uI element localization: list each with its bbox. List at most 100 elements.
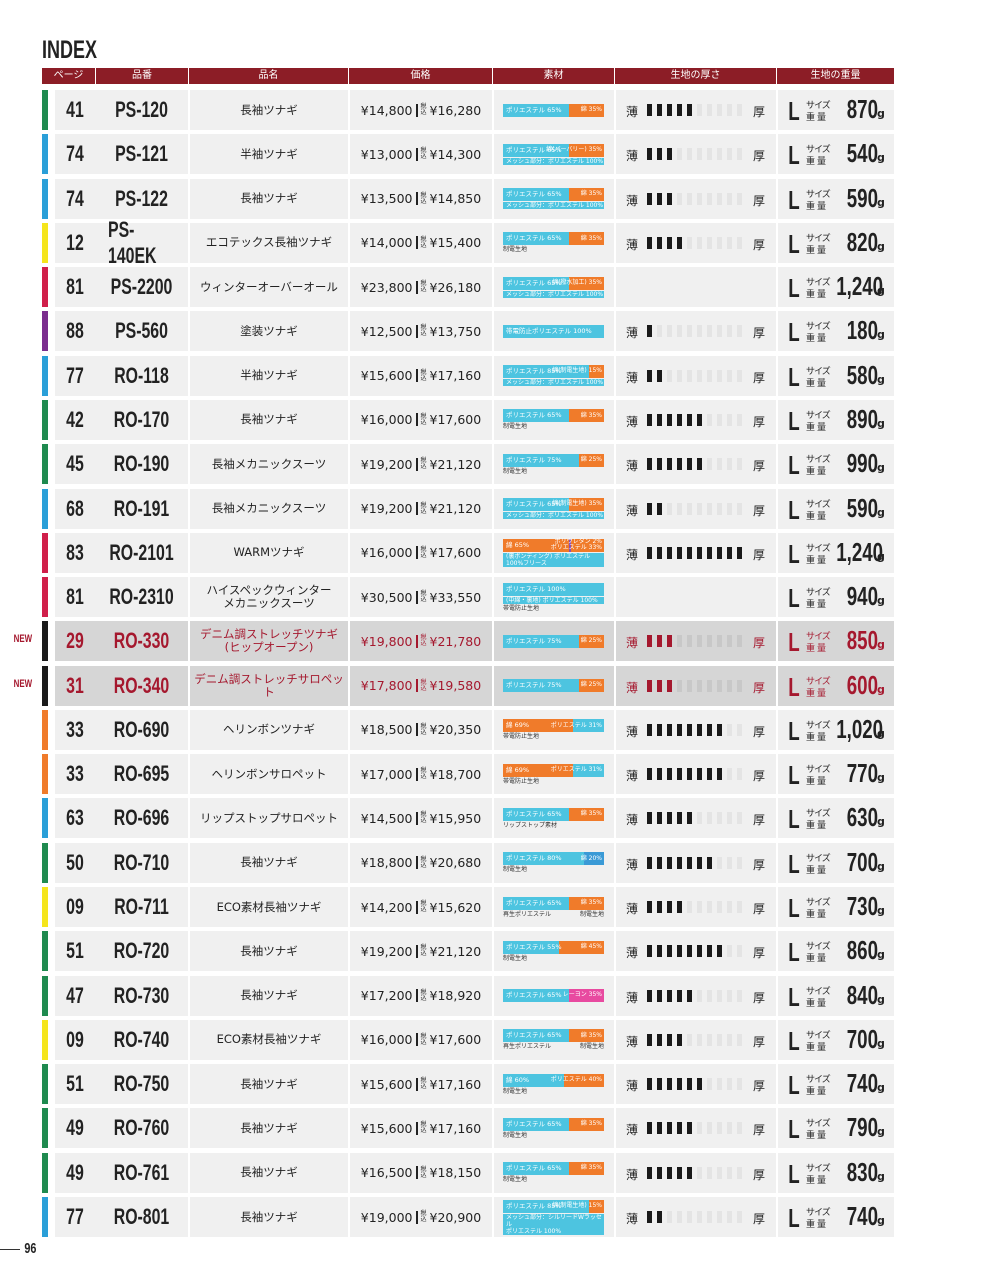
material-bar: ポリエステル 75% 綿 25%: [503, 453, 604, 467]
thick-label: 厚: [753, 1034, 766, 1049]
size-label: サイズ: [806, 101, 831, 111]
thickness-slot: [647, 148, 652, 161]
material-label-group: ポリエステル 40%: [551, 1074, 602, 1087]
thickness-slot: [717, 104, 722, 116]
product-name: 長袖ツナギ: [240, 412, 298, 427]
page-ref: 42: [66, 406, 84, 432]
column-divider: [776, 1152, 778, 1193]
product-name: ECO素材長袖ツナギ: [216, 1032, 322, 1047]
thickness-slot: [727, 1078, 732, 1091]
size: L: [788, 760, 800, 791]
thickness-gauge: [647, 458, 747, 471]
material-segment: [572, 763, 604, 777]
column-divider: [776, 399, 778, 440]
material-labels: ポリエステル 85% 綿(制電生地) 15%: [503, 365, 604, 378]
thickness-slot: [667, 635, 672, 648]
column-divider: [776, 532, 778, 573]
column-divider: [614, 532, 616, 573]
thickness-slot: [727, 635, 732, 648]
material-labels: ポリエステル 55% 綿 45%: [503, 941, 604, 954]
size-label: サイズ: [806, 499, 831, 510]
row-bg: [55, 444, 894, 485]
thickness-slot: [677, 369, 682, 382]
column-divider: [348, 444, 350, 485]
material-segment: [558, 940, 604, 954]
tax-price: ¥17,600: [429, 412, 482, 428]
weight: 580: [846, 359, 878, 390]
thickness-slot: [647, 635, 652, 648]
thickness-gauge: [647, 325, 747, 338]
product-code: RO-170: [113, 406, 170, 432]
column-divider: [348, 931, 350, 972]
column-header: 生地の厚さ: [614, 68, 776, 84]
thickness-gauge: [647, 1122, 747, 1135]
material-label: ポリエステル 31%: [550, 721, 602, 729]
thickness-slot: [737, 1166, 742, 1179]
weight-label: 重量: [806, 1042, 829, 1053]
material-segment: [503, 409, 569, 423]
material-labels: ポリエステル 65% 綿 35%: [503, 1118, 604, 1131]
thickness-slot: [647, 104, 652, 116]
material-segment: [503, 989, 569, 1003]
product-name: 長袖ツナギ: [240, 191, 298, 206]
material-cell: 綿 69% ポリエステル 31% 帯電防止生地: [503, 754, 604, 794]
thickness-gauge: [647, 1033, 747, 1046]
material-label: 綿 69%: [506, 721, 530, 730]
page-ref: 49: [66, 1159, 84, 1185]
material-note: 制電生地: [503, 467, 528, 475]
weight-unit: g: [877, 638, 885, 652]
thickness-slot: [657, 679, 662, 692]
column-divider: [348, 665, 350, 706]
size-label: サイズ: [806, 543, 831, 554]
material-note: 制電生地: [503, 1176, 528, 1184]
weight-label: 重量: [806, 378, 829, 389]
weight: 830: [846, 1156, 878, 1187]
column-divider: [348, 90, 350, 130]
thickness-slot: [707, 458, 712, 471]
tax-label: 税込: [420, 590, 427, 604]
material-note: 帯電防止生地: [503, 604, 540, 612]
row-bg: [55, 90, 894, 130]
thickness-slot: [677, 1211, 682, 1223]
column-divider: [776, 665, 778, 706]
weight-label: 重量: [806, 467, 829, 478]
thickness-slot: [677, 325, 682, 338]
material-labels: ポリエステル 65% 綿 35%: [503, 232, 604, 245]
size-label: サイズ: [806, 1075, 831, 1086]
material-label-group: 綿 35%: [581, 1118, 602, 1131]
thickness-slot: [697, 901, 702, 914]
thick-label: 厚: [753, 680, 766, 695]
thickness-slot: [727, 413, 732, 426]
column-divider: [492, 621, 494, 662]
tax-price: ¥18,150: [429, 1165, 482, 1181]
thickness-slot: [687, 104, 692, 116]
thickness-slot: [707, 812, 712, 825]
row: 81 PS-2200 ウィンターオーバーオール ¥23,800 税込 ¥26,180 ポリエ…: [0, 267, 982, 308]
material-segment: [568, 1162, 604, 1176]
weight-label: 重量: [806, 157, 829, 168]
material-cell: 綿 60% ポリエステル 40% 制電生地: [503, 1064, 604, 1104]
thickness-slot: [727, 945, 732, 958]
row-stripe: [42, 975, 48, 1016]
weight-label: 重量: [806, 334, 829, 345]
row-stripe: [42, 1152, 48, 1193]
thickness-slot: [737, 812, 742, 825]
price-cell: ¥17,800 税込 ¥19,580: [350, 666, 492, 706]
thin-label: 薄: [626, 1079, 639, 1094]
material-bar: ポリエステル 75% 綿 25%: [503, 679, 604, 693]
material-cell: 綿 69% ポリエステル 31% 帯電防止生地: [503, 710, 604, 750]
thickness-slot: [697, 1078, 702, 1091]
price-cell: ¥19,000 税込 ¥20,900: [350, 1197, 492, 1237]
thick-label: 厚: [753, 503, 766, 518]
thickness-slot: [717, 635, 722, 648]
column-divider: [188, 1108, 190, 1149]
material-label-group: 綿 35%: [581, 897, 602, 910]
page-ref: 12: [66, 229, 84, 255]
weight: 1,240: [836, 536, 884, 567]
thickness-slot: [727, 901, 732, 914]
column-divider: [348, 311, 350, 352]
thickness-slot: [727, 236, 732, 249]
thickness-slot: [687, 1122, 692, 1135]
material-label-group: 綿(制電生地) 15%: [552, 365, 602, 378]
weight-label: 重量: [806, 290, 829, 301]
